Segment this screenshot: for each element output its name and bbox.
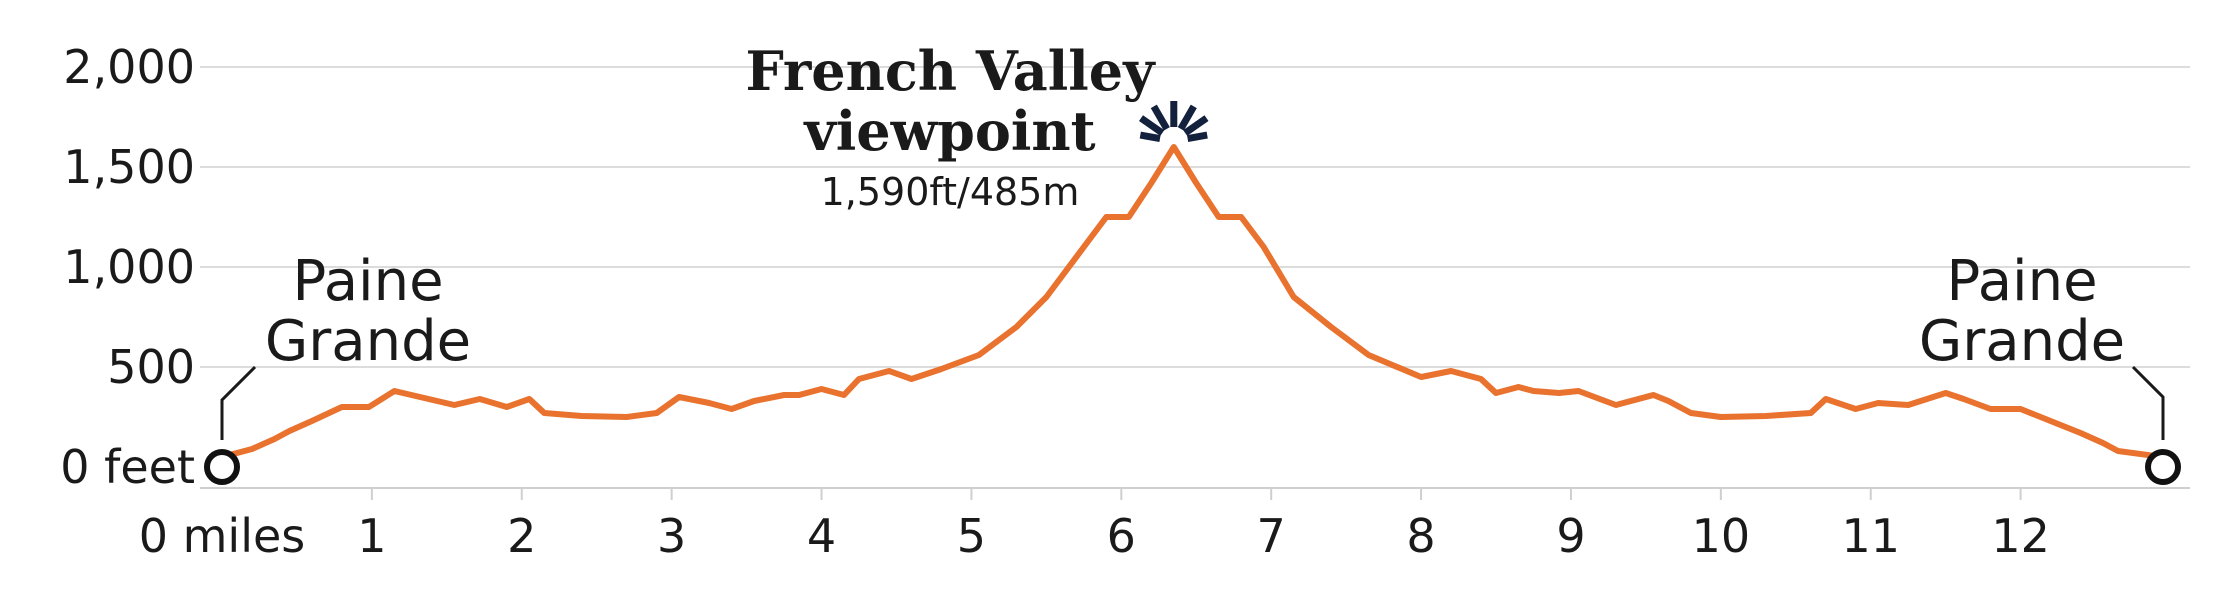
end-circle-icon [2145, 449, 2181, 485]
x-axis-tick-labels: 0 miles 1 2 3 4 5 6 7 8 9 10 11 12 [139, 488, 2050, 563]
y-tick-label: 0 feet [60, 440, 195, 494]
y-tick-label: 1,000 [63, 240, 195, 294]
y-axis-tick-labels: 0 feet 500 1,000 1,500 2,000 [60, 40, 195, 494]
starburst-icon [1138, 101, 1209, 143]
y-tick-label: 2,000 [63, 40, 195, 94]
x-tick-label: 9 [1556, 509, 1585, 563]
x-tick-label: 5 [957, 509, 986, 563]
end-label-line-1: Paine [1946, 249, 2097, 314]
starburst-ray [1139, 131, 1161, 143]
elevation-series [219, 144, 2166, 460]
x-tick-label: 6 [1107, 509, 1136, 563]
elevation-line [219, 144, 2166, 460]
start-circle-icon [204, 449, 240, 485]
x-tick-label: 3 [657, 509, 686, 563]
starburst-ray [1183, 115, 1209, 136]
x-tick-label: 0 miles [139, 509, 306, 563]
starburst-ray [1138, 115, 1165, 136]
x-tick-label: 8 [1406, 509, 1435, 563]
start-label-line-2: Grande [265, 309, 471, 374]
start-leader-line [220, 365, 257, 440]
x-tick-label: 7 [1257, 509, 1286, 563]
start-point-circle [204, 449, 240, 485]
x-tick-label: 1 [357, 509, 386, 563]
y-tick-label: 1,500 [63, 140, 195, 194]
end-point-circle [2145, 449, 2181, 485]
start-label-line-1: Paine [292, 249, 443, 314]
x-tick-label: 2 [507, 509, 536, 563]
peak-label-line-1: French Valley [745, 39, 1156, 103]
peak-label-line-2: viewpoint [803, 99, 1095, 163]
grid-lines [200, 66, 2190, 368]
end-label-line-2: Grande [1919, 309, 2125, 374]
starburst-ray [1150, 104, 1170, 131]
end-leader-line [2131, 365, 2165, 440]
y-tick-label: 500 [107, 340, 195, 394]
peak-annotation: French Valley viewpoint 1,590ft/485m [745, 39, 1209, 214]
peak-elevation-label: 1,590ft/485m [821, 170, 1080, 214]
end-annotation: Paine Grande [1919, 249, 2181, 485]
x-tick-label: 10 [1692, 509, 1751, 563]
x-tick-label: 12 [1991, 509, 2050, 563]
starburst-ray [1177, 104, 1197, 131]
x-tick-label: 4 [807, 509, 836, 563]
starburst-ray [1186, 131, 1208, 143]
x-tick-label: 11 [1841, 509, 1900, 563]
start-annotation: Paine Grande [204, 249, 471, 485]
